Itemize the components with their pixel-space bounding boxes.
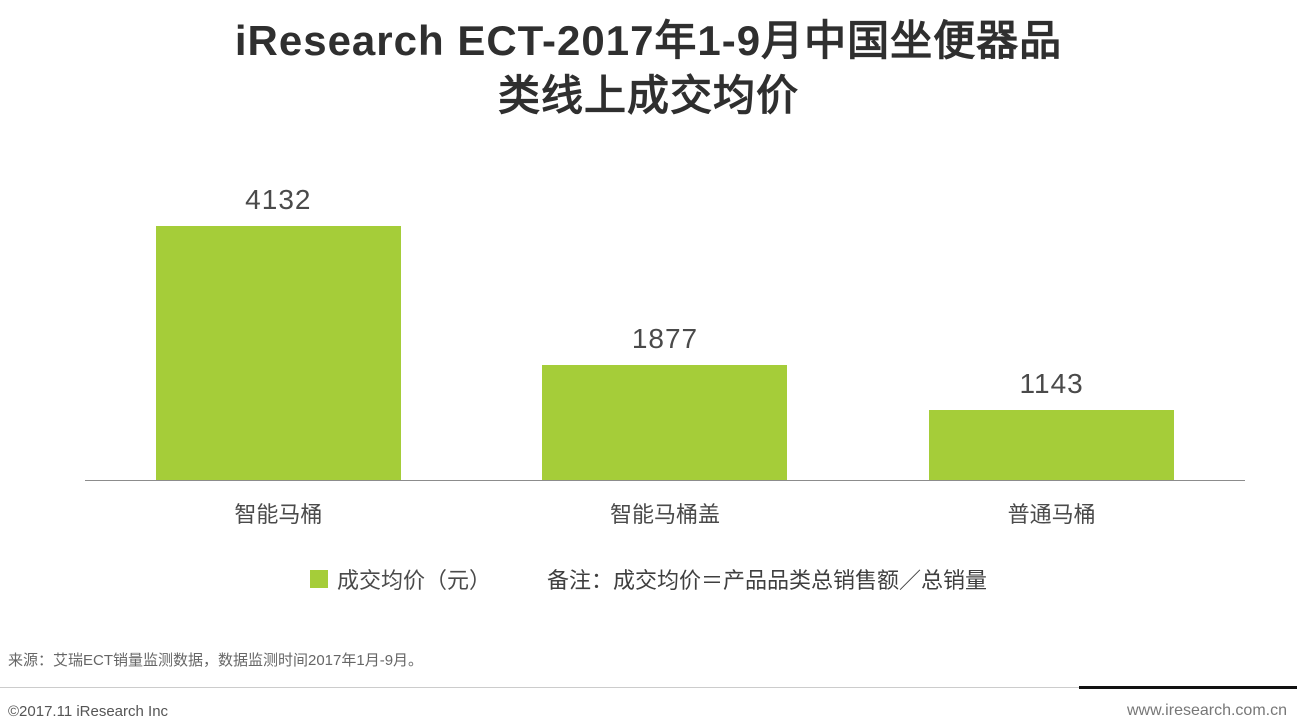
bar-group: 1877 <box>472 323 859 481</box>
legend-item: 成交均价（元） <box>309 563 491 595</box>
bar-value-label: 4132 <box>245 184 312 216</box>
chart-title-line1: iResearch ECT-2017年1-9月中国坐便器品 <box>234 17 1063 64</box>
footer-website: www.iresearch.com.cn <box>1126 702 1287 719</box>
footer-divider <box>0 687 1297 688</box>
bar-value-label: 1877 <box>631 323 699 355</box>
source-text: 来源：艾瑞ECT销量监测数据，数据监测时间2017年1月-9月。 <box>8 652 424 669</box>
bar <box>542 365 788 481</box>
category-label: 智能马桶 <box>234 502 323 528</box>
categories-row: 智能马桶 智能马桶盖 普通马桶 <box>85 481 1245 529</box>
footer-divider-accent <box>1079 686 1297 689</box>
chart-title: iResearch ECT-2017年1-9月中国坐便器品 类线上成交均价 <box>0 14 1297 123</box>
category-label: 普通马桶 <box>1007 502 1096 528</box>
legend-label: 成交均价（元） <box>336 568 491 594</box>
category-label: 智能马桶盖 <box>609 502 720 528</box>
legend-swatch-icon <box>309 570 328 589</box>
bar-group: 1143 <box>858 368 1245 481</box>
chart-note: 备注：成交均价＝产品品类总销售额／总销量 <box>547 568 988 594</box>
bar <box>155 226 401 481</box>
bars-container: 4132 1877 1143 <box>85 161 1245 482</box>
chart-title-line2: 类线上成交均价 <box>497 71 799 119</box>
legend-row: 成交均价（元） 备注：成交均价＝产品品类总销售额／总销量 <box>0 563 1297 595</box>
bar-chart: 4132 1877 1143 智能马桶 智能马桶盖 普通马桶 <box>85 161 1245 529</box>
footer: ©2017.11 iResearch Inc www.iresearch.com… <box>8 702 1287 720</box>
footer-copyright: ©2017.11 iResearch Inc <box>8 702 169 720</box>
bar <box>929 410 1175 481</box>
bar-value-label: 1143 <box>1019 368 1084 400</box>
bar-group: 4132 <box>85 184 472 481</box>
